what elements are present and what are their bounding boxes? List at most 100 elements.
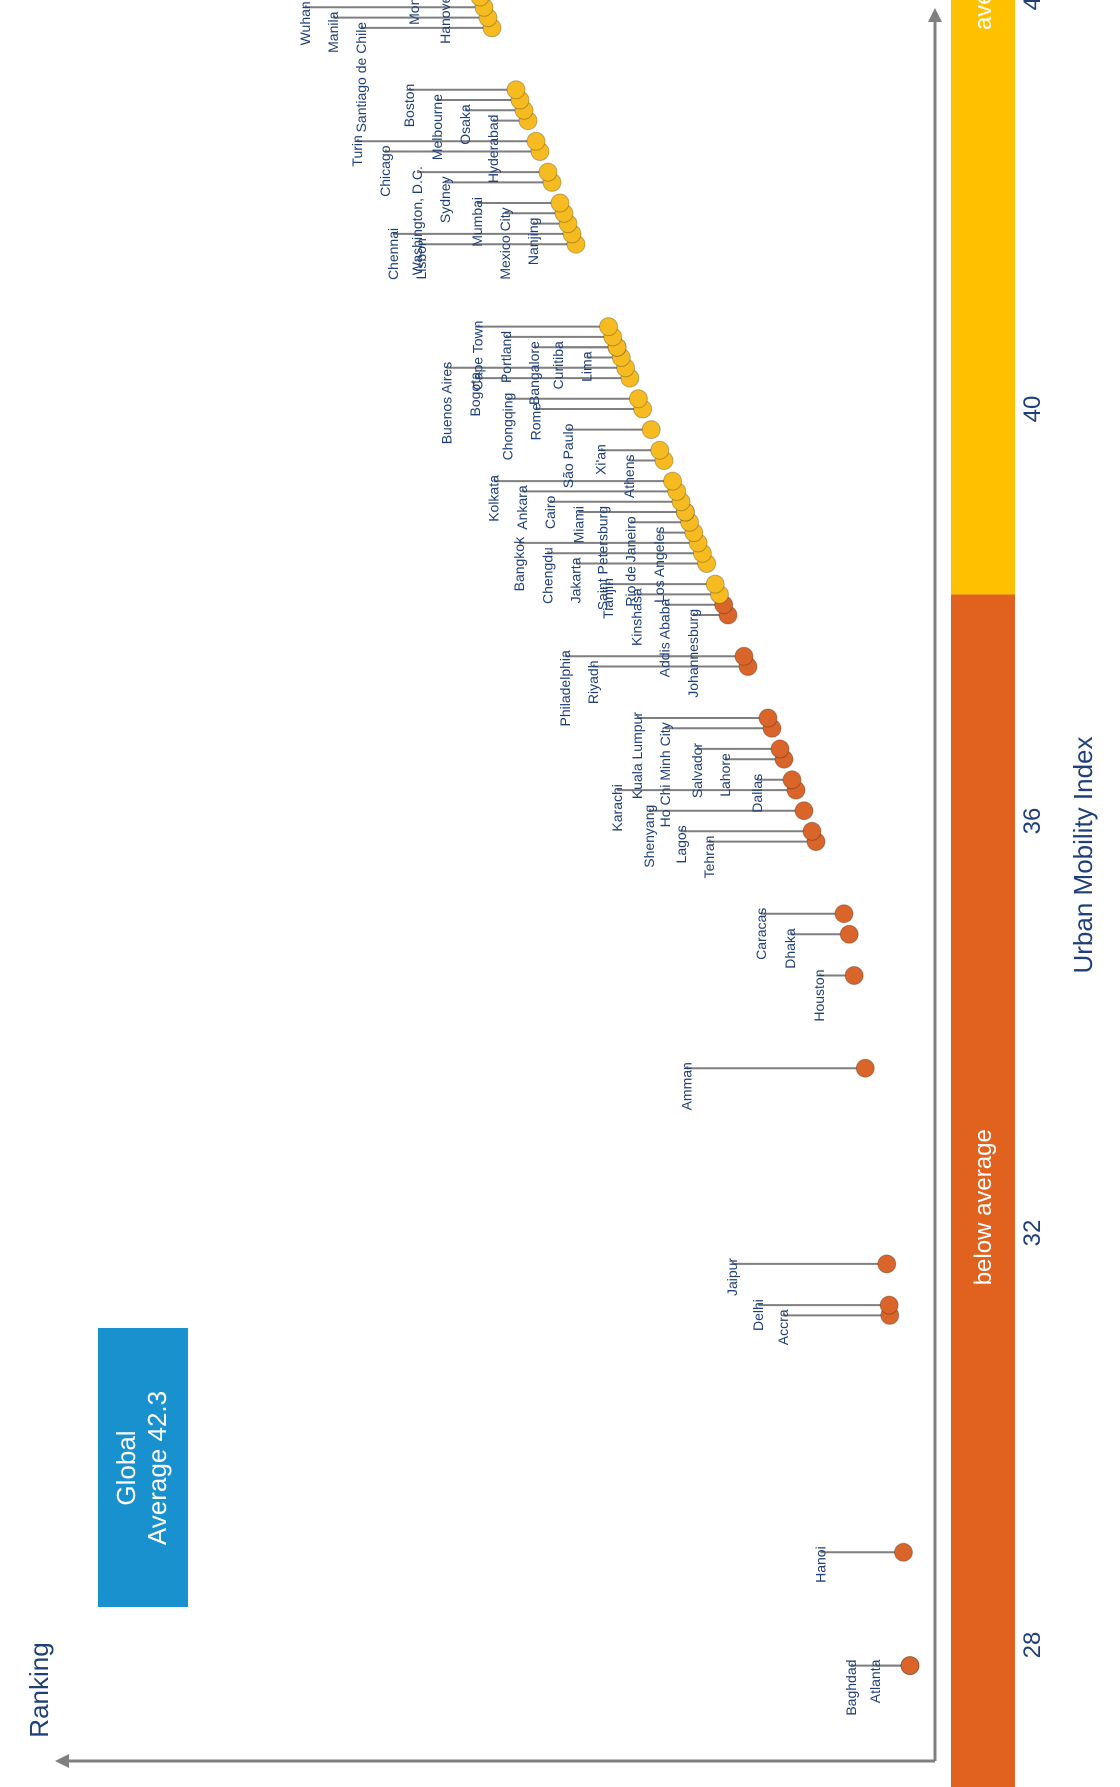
city-label-tianjin: Tianjin [600,578,616,619]
axis-ticks: 283236404448525660 [1019,0,1046,1658]
point-washington-d-c [538,162,558,182]
point-kuala-lumpur [758,708,778,728]
city-label-lisbon: Lisbon [413,238,429,279]
leader-line-buenos-aires [446,365,618,369]
city-label-montreal: Montreal [406,0,422,25]
point-amman [855,1058,875,1078]
global-average-box: Global Average 42.3 [98,1328,188,1607]
tick-label: 36 [1019,808,1046,835]
point-shenyang [794,801,814,821]
category-bands: below averageaverageabove average [951,0,1015,1787]
leader-line-kolkata [493,479,665,483]
city-label-kuala-lumpur: Kuala Lumpur [629,712,645,800]
point-tianjin [705,574,725,594]
leader-line-dallas [757,777,784,781]
city-label-mexico-city: Mexico City [497,207,513,279]
point-lagos [802,821,822,841]
ranking-axis-title: Ranking [24,1642,54,1737]
leader-line-tehran [709,839,808,843]
leader-line-bangalore [534,345,610,349]
leader-line-amman [686,1066,858,1070]
leader-line-salvador [697,746,772,750]
leader-line-bogota [474,376,622,380]
city-label-manila: Manila [325,11,341,52]
leader-line-chicago [385,149,532,153]
leader-line-chennai [393,231,564,235]
city-label-cape-town: Cape Town [470,321,486,391]
leader-line-kuala-lumpur [637,716,760,719]
city-label-ho-chi-minh-city: Ho Chi Minh City [657,722,673,827]
leader-line-rome [535,407,635,410]
index-axis-arrow [928,8,942,22]
city-label-lima: Lima [578,351,594,382]
leader-line-portland [505,334,605,338]
city-label-tehran: Tehran [701,836,717,879]
leader-line-santiago-de-chile [361,25,484,29]
point-salvador [770,739,790,759]
leader-line-wuhan [305,5,476,9]
leader-line-shenyang [649,808,796,812]
leader-line-chengdu [547,551,695,555]
leader-line-riyadh [593,664,740,668]
index-axis-title: Urban Mobility Index [1068,737,1098,974]
city-label-dhaka: Dhaka [782,928,798,969]
city-label-kinshasa: Kinshasa [628,588,644,646]
leader-line-chongqing [507,396,631,400]
band-average [951,0,1015,595]
leader-lines [305,5,902,1667]
leader-line-tianjin [608,582,708,586]
city-label-salvador: Salvador [689,743,705,799]
band-below-average [951,594,1015,1787]
city-label-boston: Boston [401,84,417,128]
city-label-chennai: Chennai [385,228,401,280]
leader-line-johannesburg [693,613,720,616]
point-jaipur [877,1254,897,1274]
leader-line-lahore [725,757,776,761]
city-label-miami: Miami [570,506,586,543]
city-label-addis-ababa: Addis Ababa [657,598,673,677]
city-label-dallas: Dallas [749,774,765,813]
leader-line-sydney [445,180,544,184]
leader-line-melbourne [437,98,512,101]
global-average-line1: Global [111,1430,141,1505]
point-turin [526,131,546,151]
point-mumbai [550,193,570,213]
tick-label: 40 [1019,396,1046,423]
city-label-philadelphia: Philadelphia [557,650,573,726]
leader-line-jakarta [575,561,699,565]
city-label-lagos: Lagos [673,825,689,863]
leader-line-lima [586,355,614,359]
leader-line-hyderabad [493,118,520,122]
point-boston [506,80,526,100]
point-caracas [834,904,854,924]
leader-line-ho-chi-minh-city [665,726,764,730]
city-label-accra: Accra [775,1309,791,1345]
leader-line-philadelphia [565,654,736,658]
city-label-jaipur: Jaipur [724,1258,740,1296]
point-delhi [879,1295,899,1315]
leader-line-rio-de-janeiro [630,520,682,524]
leader-line-mumbai [477,201,552,204]
leader-line-manila [333,15,480,19]
leader-line-los-angeles [658,530,686,534]
city-label-santiago-de-chile: Santiago de Chile [353,22,369,133]
city-label-bangkok: Bangkok [511,536,527,591]
city-label-los-angeles: Los Angeles [651,527,667,603]
city-label-hanoi: Hanoi [812,1546,828,1583]
city-label-hyderabad: Hyderabad [485,115,501,184]
leader-line-jaipur [731,1261,879,1265]
leader-line-addis-ababa [664,602,716,606]
city-label-rome: Rome [528,403,544,441]
city-label-hanover: Hanover [437,0,453,44]
city-label-johannesburg: Johannesburg [685,609,701,698]
leader-line-karachi [617,788,788,792]
city-label-turin: Turin [349,135,365,166]
leader-line-cairo [550,499,674,503]
city-label-rio-de-janeiro: Rio de Janeiro [623,516,639,606]
leader-line-xi-an [600,448,652,452]
city-label-riyadh: Riyadh [585,661,601,705]
band-label-below-average: below average [970,1129,997,1285]
point-kolkata [663,471,683,491]
point-hanover [470,0,490,7]
